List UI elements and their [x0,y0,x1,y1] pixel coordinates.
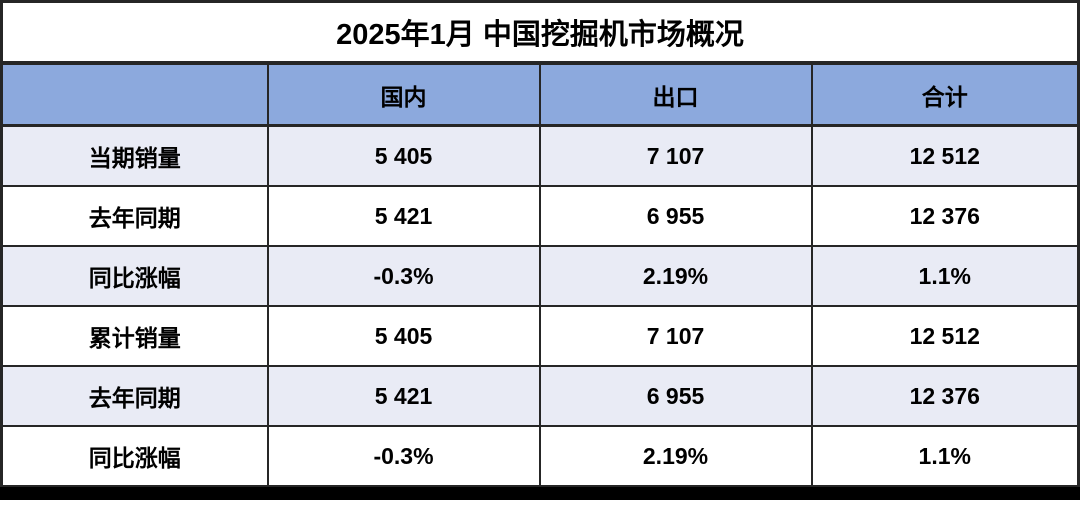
cell-domestic: 5 405 [266,124,541,187]
table-row-cumulative-sales: 累计销量 5 405 7 107 12 512 [0,305,1080,367]
cell-export: 6 955 [538,365,813,427]
cell-export: 6 955 [538,185,813,247]
table-row-cumulative-yoy-change: 同比涨幅 -0.3% 2.19% 1.1% [0,425,1080,487]
row-label: 去年同期 [0,185,269,247]
row-label: 累计销量 [0,305,269,367]
column-header-domestic: 国内 [266,63,541,127]
cell-total: 1.1% [810,245,1080,307]
cell-total: 12 376 [810,185,1080,247]
excavator-market-table: 2025年1月 中国挖掘机市场概况 国内 出口 合计 当期销量 5 405 7 … [0,0,1080,487]
table-row-cumulative-last-year: 去年同期 5 421 6 955 12 376 [0,365,1080,427]
row-label: 同比涨幅 [0,425,269,487]
row-label: 同比涨幅 [0,245,269,307]
table-row-current-sales: 当期销量 5 405 7 107 12 512 [0,124,1080,187]
cell-export: 2.19% [538,425,813,487]
column-header-total: 合计 [810,63,1080,127]
column-header-empty [0,63,269,127]
cell-export: 7 107 [538,305,813,367]
cell-total: 12 376 [810,365,1080,427]
header-row: 国内 出口 合计 [0,63,1080,127]
page-title: 2025年1月 中国挖掘机市场概况 [0,0,1080,65]
cell-export: 7 107 [538,124,813,187]
row-label: 去年同期 [0,365,269,427]
cell-total: 1.1% [810,425,1080,487]
column-header-export: 出口 [538,63,813,127]
row-label: 当期销量 [0,124,269,187]
table-bottom-rule [0,487,1080,500]
cell-total: 12 512 [810,305,1080,367]
cell-export: 2.19% [538,245,813,307]
table-row-yoy-change: 同比涨幅 -0.3% 2.19% 1.1% [0,245,1080,307]
title-row: 2025年1月 中国挖掘机市场概况 [0,0,1080,65]
cell-domestic: 5 421 [266,185,541,247]
cell-total: 12 512 [810,124,1080,187]
table-row-last-year-same-period: 去年同期 5 421 6 955 12 376 [0,185,1080,247]
cell-domestic: -0.3% [266,245,541,307]
cell-domestic: -0.3% [266,425,541,487]
cell-domestic: 5 405 [266,305,541,367]
cell-domestic: 5 421 [266,365,541,427]
